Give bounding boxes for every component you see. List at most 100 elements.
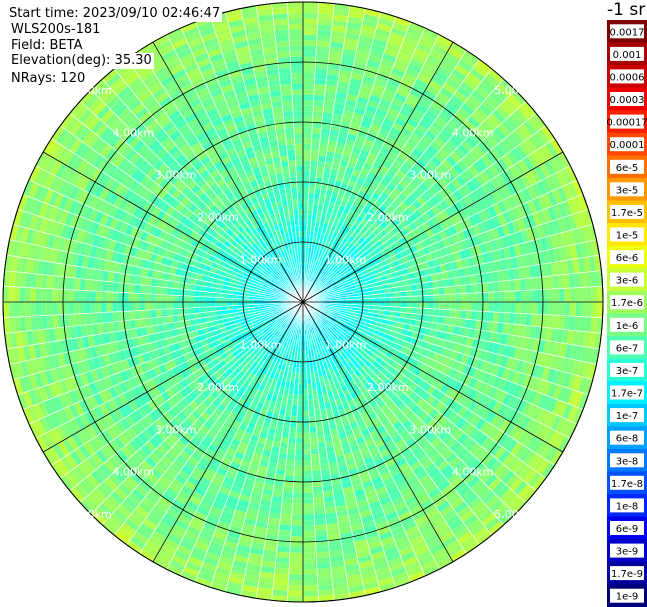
beta-cell [309,366,315,373]
beta-cell [244,227,252,235]
beta-cell [467,475,481,489]
beta-cell [233,162,244,171]
beta-cell [442,407,453,419]
beta-cell [196,112,209,123]
beta-cell [273,18,289,26]
beta-cell [169,329,177,338]
beta-cell [413,325,421,334]
beta-cell [264,261,271,268]
beta-cell [137,258,145,268]
beta-cell [183,566,200,577]
beta-cell [268,265,274,272]
beta-cell [501,367,511,381]
beta-cell [226,403,235,412]
beta-cell [184,113,197,124]
beta-cell [455,417,467,429]
beta-cell [290,62,303,68]
beta-cell [154,526,170,539]
beta-cell [353,349,360,356]
beta-cell [171,429,183,440]
beta-cell [128,203,138,216]
beta-cell [487,386,498,399]
beta-cell [193,486,207,497]
beta-cell [420,498,434,510]
beta-cell [76,254,85,267]
beta-cell [339,332,346,339]
beta-cell [277,535,291,542]
beta-cell [185,270,193,279]
beta-cell [189,194,199,204]
beta-cell [277,272,283,278]
beta-cell [319,452,328,460]
beta-cell [312,338,317,345]
beta-cell [376,462,388,472]
beta-cell [241,366,249,375]
beta-cell [166,84,181,97]
beta-cell [424,357,433,367]
beta-cell [264,240,271,248]
beta-cell [278,183,286,190]
beta-cell [218,462,230,472]
beta-cell [199,291,206,297]
beta-cell [257,582,274,590]
beta-cell [160,256,169,266]
beta-cell [269,506,282,514]
beta-cell [163,232,172,243]
beta-cell [262,403,270,411]
beta-cell [184,227,194,237]
beta-cell [548,302,554,316]
beta-cell [254,363,262,371]
beta-cell [141,460,154,473]
beta-cell [149,155,161,167]
beta-cell [289,426,297,433]
beta-cell [433,521,449,534]
beta-cell [295,449,303,455]
beta-cell [38,417,51,434]
beta-cell [183,302,189,309]
beta-cell [357,554,373,564]
beta-cell [256,587,273,595]
beta-cell [158,331,166,341]
beta-cell [236,446,247,455]
beta-cell [226,236,235,244]
beta-cell [73,202,84,216]
beta-cell [138,186,149,198]
beta-cell [303,78,315,85]
beta-cell [170,209,180,219]
beta-cell [188,259,197,267]
beta-cell [359,350,367,357]
beta-cell [38,202,49,218]
beta-cell [171,554,188,567]
beta-cell [365,461,377,470]
beta-cell [325,350,331,357]
beta-cell [270,250,276,257]
beta-cell [258,91,271,100]
beta-cell [183,295,189,302]
beta-cell [165,105,179,117]
beta-cell [136,448,149,461]
beta-cell [129,226,139,238]
beta-cell [516,372,527,387]
beta-cell [450,333,458,343]
beta-cell [526,362,535,377]
beta-cell [496,322,504,334]
beta-cell [173,357,182,367]
beta-cell [281,166,290,173]
beta-cell [293,127,303,134]
beta-cell [205,42,221,53]
beta-cell [222,420,233,430]
beta-cell [440,484,454,497]
beta-cell [352,321,359,327]
beta-cell [48,261,56,276]
beta-cell [138,501,153,514]
beta-cell [580,302,587,317]
beta-cell [464,319,472,329]
beta-cell [264,350,271,357]
beta-cell [200,280,207,287]
beta-cell [46,302,53,316]
beta-cell [282,205,289,212]
beta-cell [220,43,236,53]
beta-cell [531,475,546,491]
beta-cell [160,440,172,452]
beta-cell [213,187,223,196]
